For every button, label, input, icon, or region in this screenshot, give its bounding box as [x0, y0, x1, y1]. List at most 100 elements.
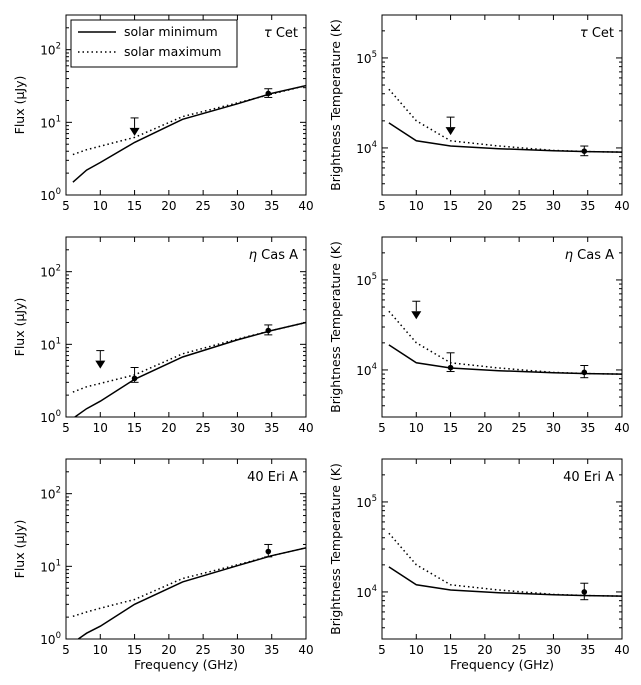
x-tick-label: 10	[409, 421, 424, 435]
data-point	[265, 90, 272, 97]
series-solar-maximum-line	[72, 84, 306, 156]
plot-frame	[65, 236, 307, 418]
x-tick-label: 40	[614, 643, 629, 657]
y-axis-label: Flux (μJy)	[12, 298, 27, 357]
series-solar-minimum-line	[388, 566, 622, 597]
x-tick-label: 20	[477, 421, 492, 435]
panel-5: 5 10 15 20 25 30 35 40 100 101 102 40 Eri A Flux (μJ…	[12, 458, 314, 672]
x-tick-label: 35	[264, 199, 279, 213]
legend-box	[70, 19, 238, 68]
x-tick-label: 15	[127, 199, 142, 213]
x-tick-label: 35	[580, 199, 595, 213]
y-tick-label: 105	[356, 272, 377, 288]
upper-limit-arrow	[129, 127, 140, 136]
plot-frame	[381, 236, 623, 418]
x-tick-label: 30	[546, 199, 561, 213]
y-tick-label: 104	[356, 362, 377, 378]
x-tick-label: 15	[443, 643, 458, 657]
x-tick-label: 20	[161, 421, 176, 435]
plot-frame	[65, 458, 307, 640]
x-tick-label: 40	[298, 199, 313, 213]
y-axis-label: Flux (μJy)	[12, 76, 27, 135]
x-tick-label: 5	[62, 421, 70, 435]
plot-frame	[65, 14, 307, 196]
y-tick-label: 100	[40, 631, 61, 647]
y-tick-label: 102	[40, 264, 61, 280]
data-point	[447, 364, 454, 371]
x-tick-label: 25	[512, 199, 527, 213]
panel-1: 5 10 15 20 25 30 35 40 100 101 102 τ Cet Flux (μJy)	[12, 14, 314, 213]
panel-3: 5 10 15 20 25 30 35 40 100 101 102 η Cas A Flux (μJy…	[12, 236, 314, 435]
y-axis-label: Brightness Temperature (K)	[328, 463, 343, 635]
y-tick-label: 100	[40, 187, 61, 203]
x-tick-label: 10	[93, 199, 108, 213]
legend-entry: solar minimum	[124, 24, 218, 39]
x-tick-label: 25	[196, 421, 211, 435]
series-solar-minimum-line	[77, 547, 306, 639]
data-point	[265, 548, 272, 555]
data-point	[265, 327, 272, 334]
x-tick-label: 5	[378, 199, 386, 213]
x-tick-label: 35	[580, 421, 595, 435]
x-tick-label: 20	[477, 199, 492, 213]
star-label: 40 Eri A	[247, 470, 298, 485]
x-tick-label: 40	[614, 421, 629, 435]
y-axis-label: Flux (μJy)	[12, 520, 27, 579]
x-tick-label: 15	[127, 643, 142, 657]
x-tick-label: 5	[378, 421, 386, 435]
star-label: 40 Eri A	[563, 470, 614, 485]
x-tick-label: 10	[409, 643, 424, 657]
y-tick-label: 102	[40, 486, 61, 502]
y-tick-label: 104	[356, 140, 377, 156]
upper-limit-arrow	[95, 360, 106, 369]
star-label: τ Cet	[264, 26, 298, 41]
data-point	[581, 369, 588, 376]
series-solar-minimum-line	[72, 84, 306, 183]
series-solar-maximum-line	[72, 547, 306, 618]
y-axis-label: Brightness Temperature (K)	[328, 241, 343, 413]
x-tick-label: 15	[127, 421, 142, 435]
y-tick-label: 105	[356, 50, 377, 66]
star-label: τ Cet	[580, 26, 614, 41]
x-tick-label: 35	[264, 643, 279, 657]
star-label: η Cas A	[249, 248, 298, 263]
upper-limit-arrow	[445, 127, 456, 136]
series-solar-minimum-line	[388, 122, 622, 153]
panel-6: 5 10 15 20 25 30 35 40 104 105 40 Eri A Brightness …	[328, 458, 630, 672]
y-tick-label: 101	[40, 336, 61, 352]
x-tick-label: 30	[546, 421, 561, 435]
panel-4: 5 10 15 20 25 30 35 40 104 105 η Cas A Brightness T…	[328, 236, 630, 435]
panel-2: 5 10 15 20 25 30 35 40 104 105 τ Cet Brightness Tem…	[328, 14, 630, 213]
x-tick-label: 35	[580, 643, 595, 657]
data-point	[581, 148, 588, 155]
x-tick-label: 5	[62, 199, 70, 213]
x-tick-label: 30	[546, 643, 561, 657]
x-tick-label: 30	[230, 421, 245, 435]
y-tick-label: 100	[40, 409, 61, 425]
star-label: η Cas A	[565, 248, 614, 263]
plot-frame	[381, 458, 623, 640]
y-tick-label: 102	[40, 42, 61, 58]
legend-entry: solar maximum	[124, 44, 221, 59]
x-tick-label: 10	[93, 643, 108, 657]
x-tick-label: 10	[93, 421, 108, 435]
upper-limit-arrow	[411, 311, 422, 320]
y-axis-label: Brightness Temperature (K)	[328, 19, 343, 191]
series-solar-maximum-line	[72, 321, 306, 393]
y-tick-label: 104	[356, 584, 377, 600]
x-tick-label: 5	[378, 643, 386, 657]
data-point	[581, 589, 588, 595]
x-tick-label: 20	[161, 199, 176, 213]
x-axis-label: Frequency (GHz)	[450, 657, 554, 672]
x-tick-label: 10	[409, 199, 424, 213]
x-tick-label: 25	[196, 643, 211, 657]
x-tick-label: 20	[161, 643, 176, 657]
x-tick-label: 20	[477, 643, 492, 657]
y-tick-label: 101	[40, 114, 61, 130]
x-tick-label: 15	[443, 199, 458, 213]
y-tick-label: 101	[40, 558, 61, 574]
plot-frame	[381, 14, 623, 196]
x-axis-label: Frequency (GHz)	[134, 657, 238, 672]
x-tick-label: 30	[230, 199, 245, 213]
